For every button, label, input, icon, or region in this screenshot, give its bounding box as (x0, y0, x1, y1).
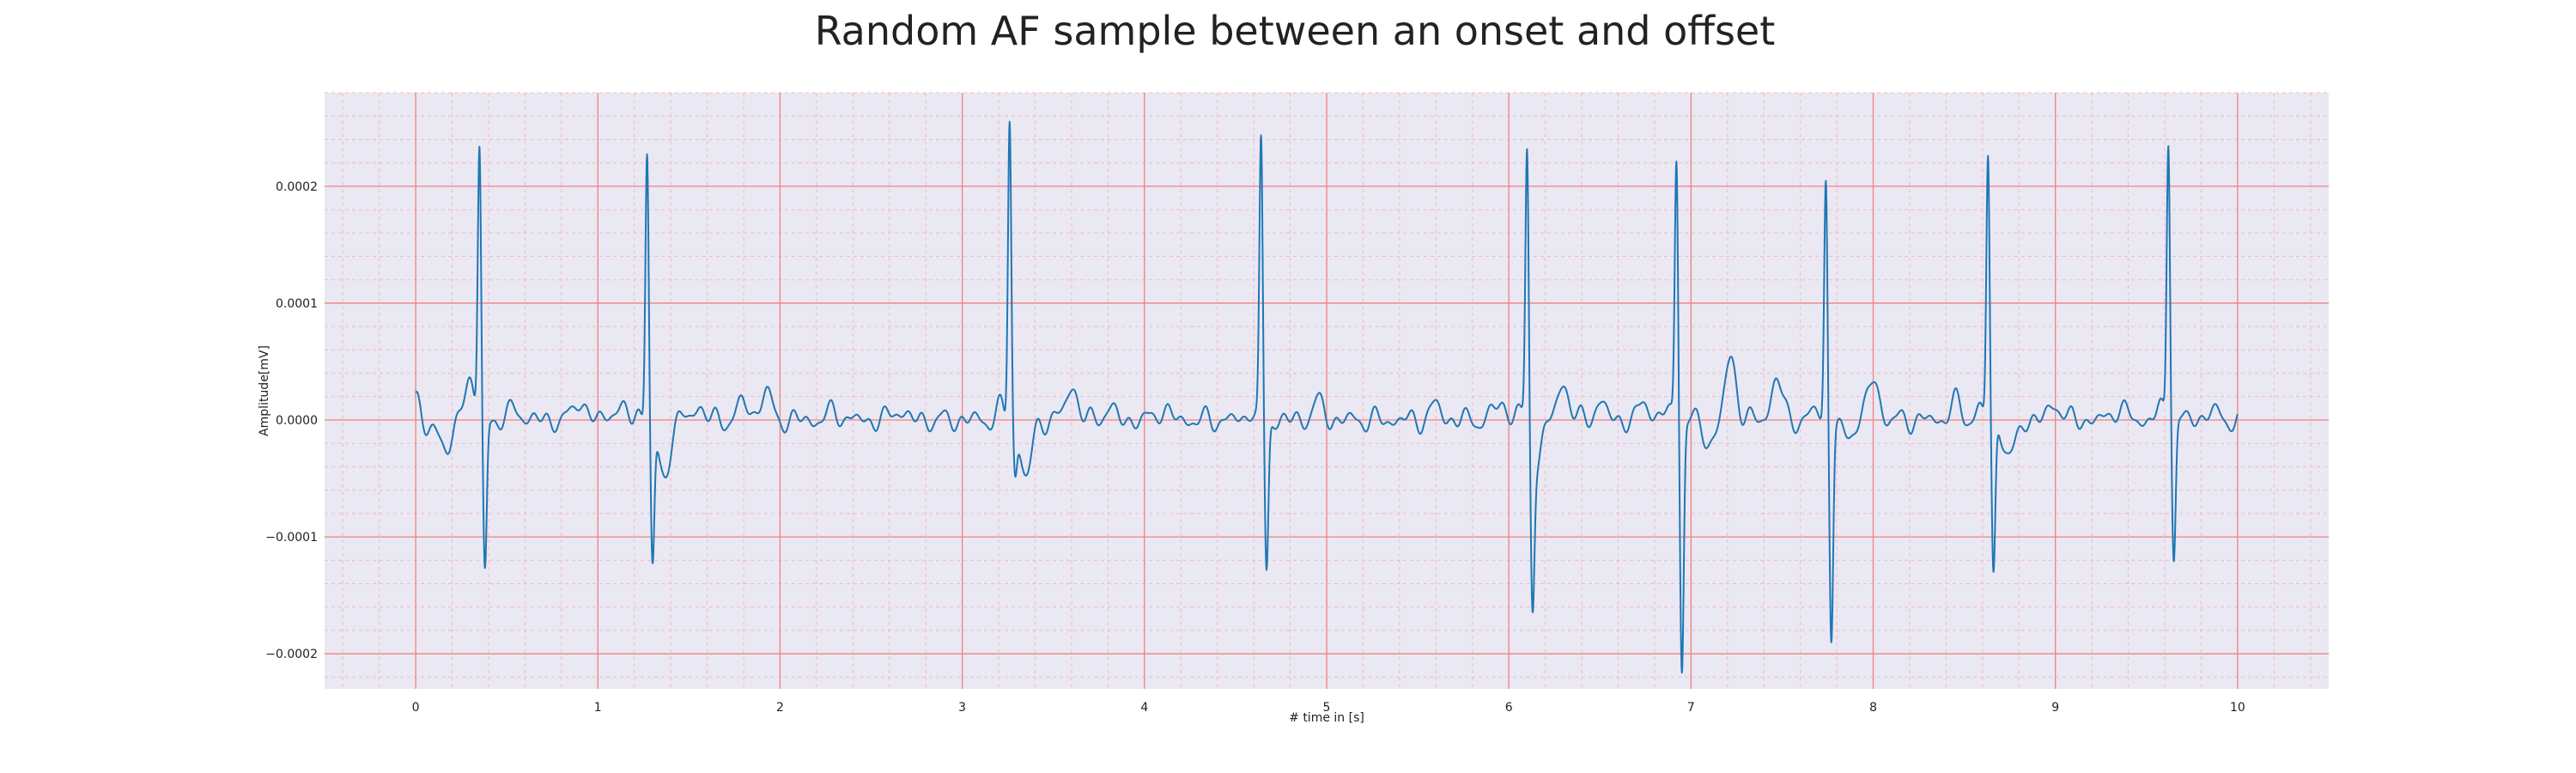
signal-line (415, 120, 2239, 674)
y-tick-label: −0.0002 (265, 648, 318, 661)
x-tick-label: 8 (1869, 701, 1877, 715)
y-tick-label: 0.0000 (276, 414, 318, 428)
x-tick-label: 4 (1140, 701, 1148, 715)
x-tick-label: 6 (1505, 701, 1513, 715)
x-tick-label: 9 (2051, 701, 2059, 715)
signal-layer (415, 120, 2239, 674)
x-axis-ticks: 0 1 2 3 4 5 6 7 8 9 10 (412, 701, 2245, 715)
x-tick-label: 1 (594, 701, 602, 715)
chart-title: Random AF sample between an onset and of… (815, 8, 1776, 54)
minor-grid (325, 92, 2329, 689)
y-axis-label: Amplitude[mV] (258, 345, 271, 436)
x-tick-label: 5 (1323, 701, 1331, 715)
x-tick-label: 2 (776, 701, 784, 715)
y-tick-label: 0.0002 (276, 180, 318, 194)
x-axis-label: # time in [s] (1289, 711, 1364, 725)
x-tick-label: 3 (958, 701, 966, 715)
x-tick-label: 10 (2230, 701, 2245, 715)
y-axis-ticks: −0.0002 −0.0001 0.0000 0.0001 0.0002 (265, 180, 318, 661)
y-tick-label: 0.0001 (276, 297, 318, 311)
y-tick-label: −0.0001 (265, 531, 318, 545)
major-grid (325, 93, 2329, 689)
x-tick-label: 0 (412, 701, 420, 715)
x-tick-label: 7 (1687, 701, 1695, 715)
